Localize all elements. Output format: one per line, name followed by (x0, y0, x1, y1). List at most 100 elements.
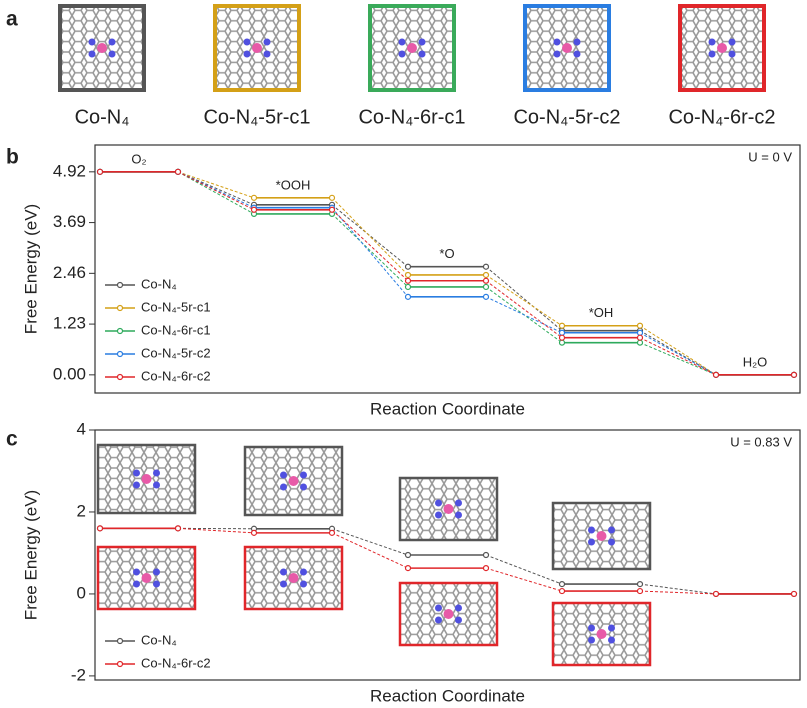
marker (96, 525, 104, 532)
nitrogen-atom (153, 568, 160, 576)
marker (636, 339, 644, 346)
nitrogen-atom (553, 38, 561, 46)
connector (331, 207, 409, 298)
y-tick-label: 2.46 (53, 263, 86, 282)
cobalt-atom (288, 573, 299, 583)
marker (328, 206, 336, 213)
marker (712, 371, 720, 378)
nitrogen-atom (88, 38, 96, 46)
y-tick-label: -2 (71, 665, 86, 684)
marker (636, 329, 644, 336)
structure-box (96, 545, 197, 611)
connector (639, 330, 717, 376)
connector (331, 209, 409, 282)
y-tick-label: 0.00 (53, 364, 86, 383)
structure-box (551, 501, 652, 571)
nitrogen-atom (708, 38, 716, 46)
cobalt-atom (97, 43, 107, 53)
cobalt-atom (596, 629, 607, 639)
nitrogen-atom (435, 511, 442, 519)
marker (636, 580, 644, 588)
nitrogen-atom (280, 483, 287, 491)
marker (790, 590, 798, 598)
marker (482, 271, 490, 279)
cobalt-atom (443, 609, 454, 619)
plot-frame (94, 429, 801, 681)
legend-marker (116, 373, 124, 381)
marker (790, 371, 798, 378)
connector (177, 171, 255, 209)
marker (174, 168, 182, 175)
nitrogen-atom (588, 526, 595, 534)
nitrogen-atom (263, 50, 271, 58)
x-axis-label: Reaction Coordinate (370, 399, 525, 418)
nitrogen-atom (573, 38, 581, 46)
nitrogen-atom (133, 469, 140, 477)
marker (482, 277, 490, 284)
nitrogen-atom (263, 38, 271, 46)
marker (174, 525, 182, 532)
nitrogen-atom (608, 538, 615, 546)
y-tick-label: 4 (77, 419, 86, 438)
state-label: *OH (589, 305, 614, 320)
structure-box (58, 4, 146, 92)
nitrogen-atom (300, 483, 307, 491)
state-label: *O (439, 246, 454, 261)
nitrogen-atom (608, 636, 615, 644)
legend-label: Co-N₄ (141, 276, 177, 291)
marker (636, 334, 644, 341)
legend-label: Co-N₄-6r-c2 (141, 368, 211, 383)
nitrogen-atom (153, 469, 160, 477)
nitrogen-atom (88, 50, 96, 58)
marker (558, 329, 566, 336)
y-tick-label: 0 (77, 583, 86, 602)
marker (404, 277, 412, 284)
state-label: *OOH (276, 177, 311, 192)
nitrogen-atom (133, 568, 140, 576)
legend-marker (116, 660, 124, 668)
marker (558, 587, 566, 595)
marker (482, 283, 490, 291)
nitrogen-atom (280, 568, 287, 576)
nitrogen-atom (455, 511, 462, 519)
marker (558, 339, 566, 346)
nitrogen-atom (280, 580, 287, 588)
connector (485, 266, 563, 332)
connector (177, 171, 255, 211)
nitrogen-atom (133, 481, 140, 489)
nitrogen-atom (300, 471, 307, 479)
nitrogen-atom (243, 50, 251, 58)
nitrogen-atom (300, 568, 307, 576)
marker (404, 551, 412, 559)
cobalt-atom (562, 43, 572, 53)
connector (485, 296, 563, 334)
nitrogen-atom (418, 38, 426, 46)
connector (639, 325, 717, 376)
nitrogen-atom (398, 50, 406, 58)
marker (482, 263, 490, 270)
nitrogen-atom (608, 526, 615, 534)
marker (404, 283, 412, 291)
cobalt-atom (288, 476, 299, 486)
legend-label: Co-N₄-5r-c2 (141, 345, 211, 360)
nitrogen-atom (153, 580, 160, 588)
marker (558, 580, 566, 588)
panel-label: a (6, 8, 18, 31)
nitrogen-atom (455, 604, 462, 612)
marker (636, 322, 644, 329)
nitrogen-atom (573, 50, 581, 58)
marker (250, 206, 258, 213)
connector (331, 204, 409, 268)
legend-marker (116, 281, 124, 289)
connector (485, 274, 563, 327)
marker (328, 194, 336, 201)
marker (482, 565, 490, 572)
nitrogen-atom (435, 499, 442, 507)
structure-box (551, 601, 652, 667)
legend-label: Co-N₄-6r-c2 (141, 655, 211, 670)
marker (328, 529, 336, 536)
connector (485, 567, 563, 592)
nitrogen-atom (108, 38, 116, 46)
legend-marker (116, 637, 124, 645)
